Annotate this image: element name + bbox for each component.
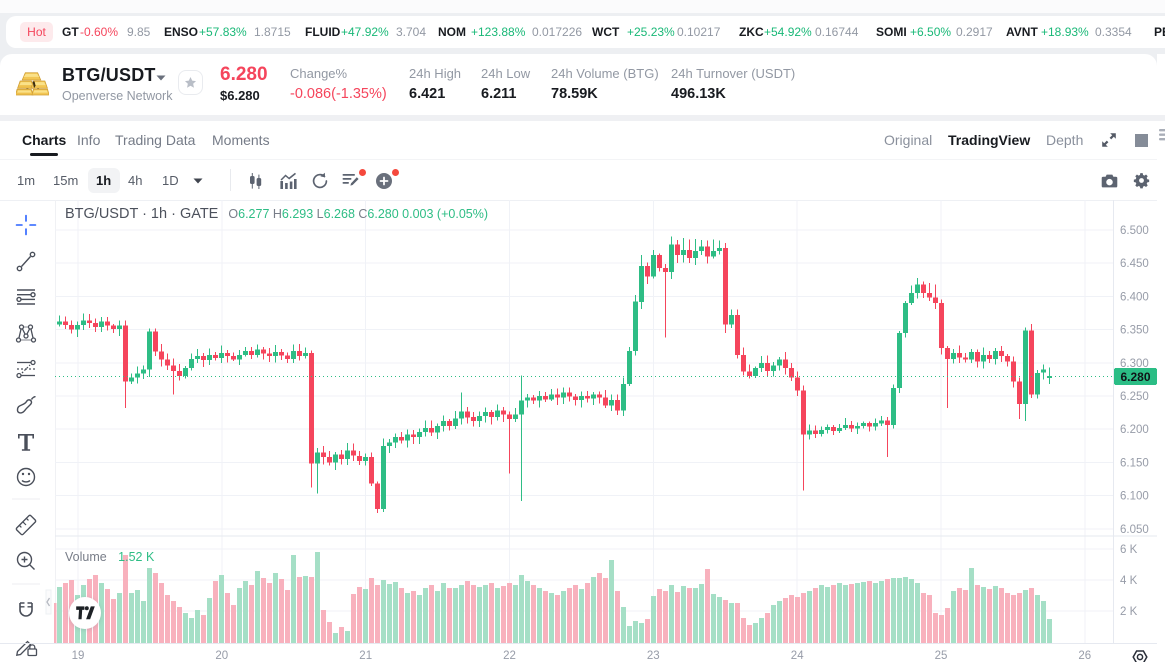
svg-text:21: 21: [359, 650, 372, 662]
svg-text:6.300: 6.300: [1120, 358, 1149, 370]
svg-text:23: 23: [647, 650, 660, 662]
svg-text:2 K: 2 K: [1120, 606, 1138, 618]
svg-text:19: 19: [72, 650, 85, 662]
svg-text:6.450: 6.450: [1120, 258, 1149, 270]
svg-text:6.050: 6.050: [1120, 524, 1149, 536]
svg-text:6.500: 6.500: [1120, 225, 1149, 237]
svg-text:6.100: 6.100: [1120, 491, 1149, 503]
svg-text:6.400: 6.400: [1120, 291, 1149, 303]
svg-text:6.350: 6.350: [1120, 325, 1149, 337]
svg-text:4 K: 4 K: [1120, 575, 1138, 587]
svg-text:6 K: 6 K: [1120, 544, 1138, 556]
svg-text:20: 20: [215, 650, 228, 662]
svg-text:26: 26: [1078, 650, 1091, 662]
svg-text:6.280: 6.280: [1120, 370, 1150, 384]
svg-text:25: 25: [935, 650, 948, 662]
svg-text:6.150: 6.150: [1120, 457, 1149, 469]
svg-text:24: 24: [791, 650, 804, 662]
svg-text:6.250: 6.250: [1120, 391, 1149, 403]
svg-text:22: 22: [503, 650, 516, 662]
svg-text:6.200: 6.200: [1120, 424, 1149, 436]
